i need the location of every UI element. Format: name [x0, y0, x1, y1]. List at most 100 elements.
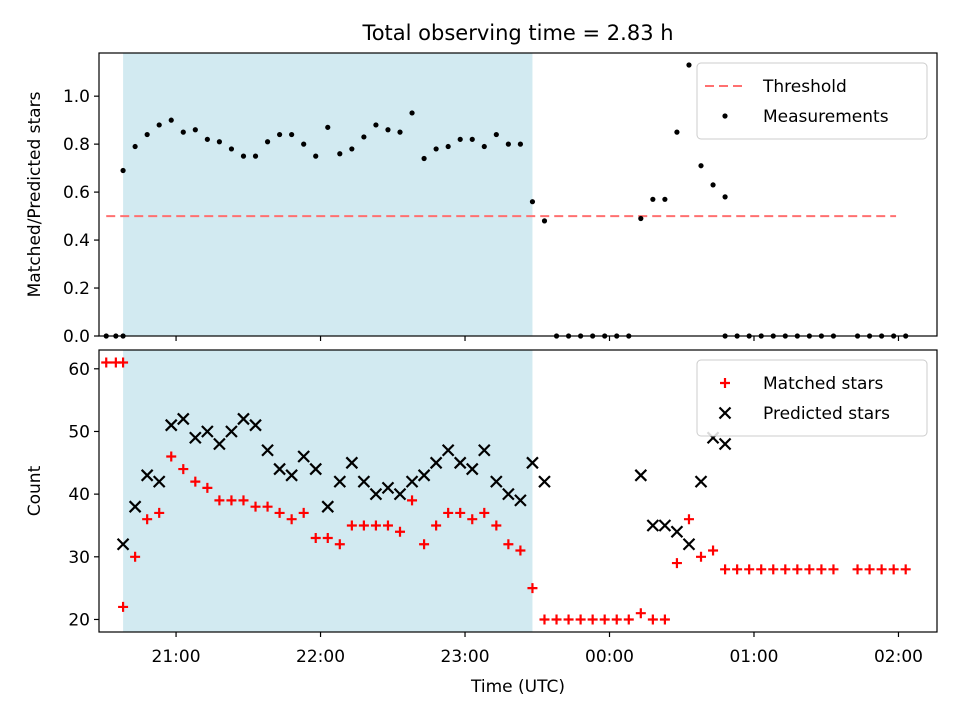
matched-stars-point: [298, 507, 309, 518]
matched-stars-point: [756, 564, 767, 575]
x-tick-label: 21:00: [152, 647, 201, 667]
measurement-point: [301, 141, 307, 147]
matched-stars-point: [732, 564, 743, 575]
predicted-stars-point: [369, 487, 383, 501]
predicted-stars-point: [453, 456, 467, 470]
observing-window-shade: [123, 350, 533, 632]
matched-stars-point: [539, 614, 550, 625]
measurement-point: [277, 131, 283, 138]
matched-stars-point: [852, 564, 863, 575]
predicted-stars-point: [670, 525, 684, 539]
predicted-stars-point: [285, 469, 298, 482]
measurement-point: [132, 143, 138, 150]
predicted-stars-point: [116, 537, 130, 551]
matched-stars-point: [587, 614, 598, 625]
measurement-point: [144, 131, 150, 138]
predicted-stars-point: [441, 443, 455, 457]
matched-stars-point: [635, 608, 646, 619]
measurement-point: [541, 218, 548, 224]
predicted-stars-point: [526, 456, 539, 470]
matched-stars-point: [190, 476, 201, 487]
predicted-stars-point: [297, 450, 310, 463]
matched-stars-point: [419, 539, 430, 550]
matched-stars-point: [683, 514, 694, 525]
predicted-stars-point: [357, 475, 371, 488]
matched-stars-point: [804, 564, 815, 575]
predicted-stars-point: [177, 412, 190, 426]
matched-stars-point: [828, 564, 839, 575]
matched-stars-point: [130, 551, 141, 562]
predicted-stars-point: [538, 475, 551, 488]
measurement-point: [698, 163, 704, 169]
matched-stars-point: [696, 551, 707, 562]
predicted-stars-point: [417, 469, 431, 482]
matched-stars-point: [118, 357, 129, 368]
matched-stars-point: [876, 564, 887, 575]
matched-stars-point: [274, 507, 285, 518]
measurement-point: [457, 136, 463, 142]
predicted-stars-point: [490, 475, 503, 488]
measurement-point: [421, 155, 427, 162]
matched-stars-point: [214, 495, 225, 506]
y-tick-label: 0.8: [63, 135, 90, 155]
measurement-point: [686, 62, 692, 68]
matched-stars-point: [431, 520, 442, 531]
measurement-point: [228, 146, 235, 152]
matched-stars-point: [467, 514, 478, 525]
measurement-point: [650, 196, 656, 202]
y-tick-label: 20: [68, 610, 90, 630]
predicted-stars-point: [694, 475, 708, 488]
matched-stars-point: [443, 507, 454, 518]
predicted-stars-point: [718, 437, 732, 451]
matched-stars-point: [226, 495, 237, 506]
measurement-point: [529, 199, 536, 205]
measurement-point: [289, 131, 295, 138]
measurement-point: [192, 127, 198, 133]
predicted-stars-point: [225, 425, 238, 438]
matched-stars-point: [647, 614, 658, 625]
measurement-point: [204, 136, 210, 142]
measurement-point: [264, 139, 271, 145]
y-axis-label: Count: [25, 465, 45, 516]
predicted-stars-point: [309, 462, 323, 476]
measurement-point: [313, 153, 319, 159]
matched-stars-point: [262, 501, 273, 512]
y-tick-label: 60: [68, 360, 90, 380]
observing-window-shade: [123, 53, 533, 336]
measurement-point: [252, 153, 259, 159]
matched-stars-point: [527, 583, 538, 594]
predicted-stars-point: [429, 456, 443, 470]
matched-stars-point: [491, 520, 502, 531]
matched-stars-point: [455, 507, 466, 518]
matched-stars-point: [101, 357, 112, 368]
matched-stars-point: [515, 545, 526, 556]
measurement-point: [433, 146, 439, 152]
predicted-stars-point: [478, 443, 491, 457]
legend-label: Matched stars: [763, 374, 883, 394]
measurement-point: [156, 122, 162, 128]
chart-title: Total observing time = 2.83 h: [361, 21, 673, 45]
matched-stars-point: [900, 564, 911, 575]
predicted-stars-point: [273, 462, 286, 476]
count-panel: 20 30 40 50 60 21:00 22:00 23:00 00:00 01:00 02:00…: [25, 349, 938, 667]
measurement-point: [349, 146, 355, 152]
predicted-stars-point: [634, 469, 648, 482]
measurement-point: [409, 110, 415, 116]
matched-stars-point: [780, 564, 791, 575]
matched-stars-point: [322, 533, 333, 543]
matched-stars-point: [250, 501, 261, 512]
matched-stars-point: [286, 514, 297, 525]
matched-stars-point: [395, 526, 406, 537]
measurement-point: [325, 124, 331, 130]
predicted-stars-point: [140, 469, 154, 482]
matched-stars-point: [178, 464, 189, 475]
matched-stars-point: [611, 614, 622, 625]
predicted-stars-point: [381, 481, 395, 495]
matched-stars-point: [238, 495, 249, 506]
predicted-stars-point: [128, 500, 142, 513]
predicted-stars-point: [321, 500, 335, 513]
matched-stars-point: [671, 558, 682, 569]
matched-stars-point: [551, 614, 562, 625]
legend-box: [696, 62, 928, 140]
